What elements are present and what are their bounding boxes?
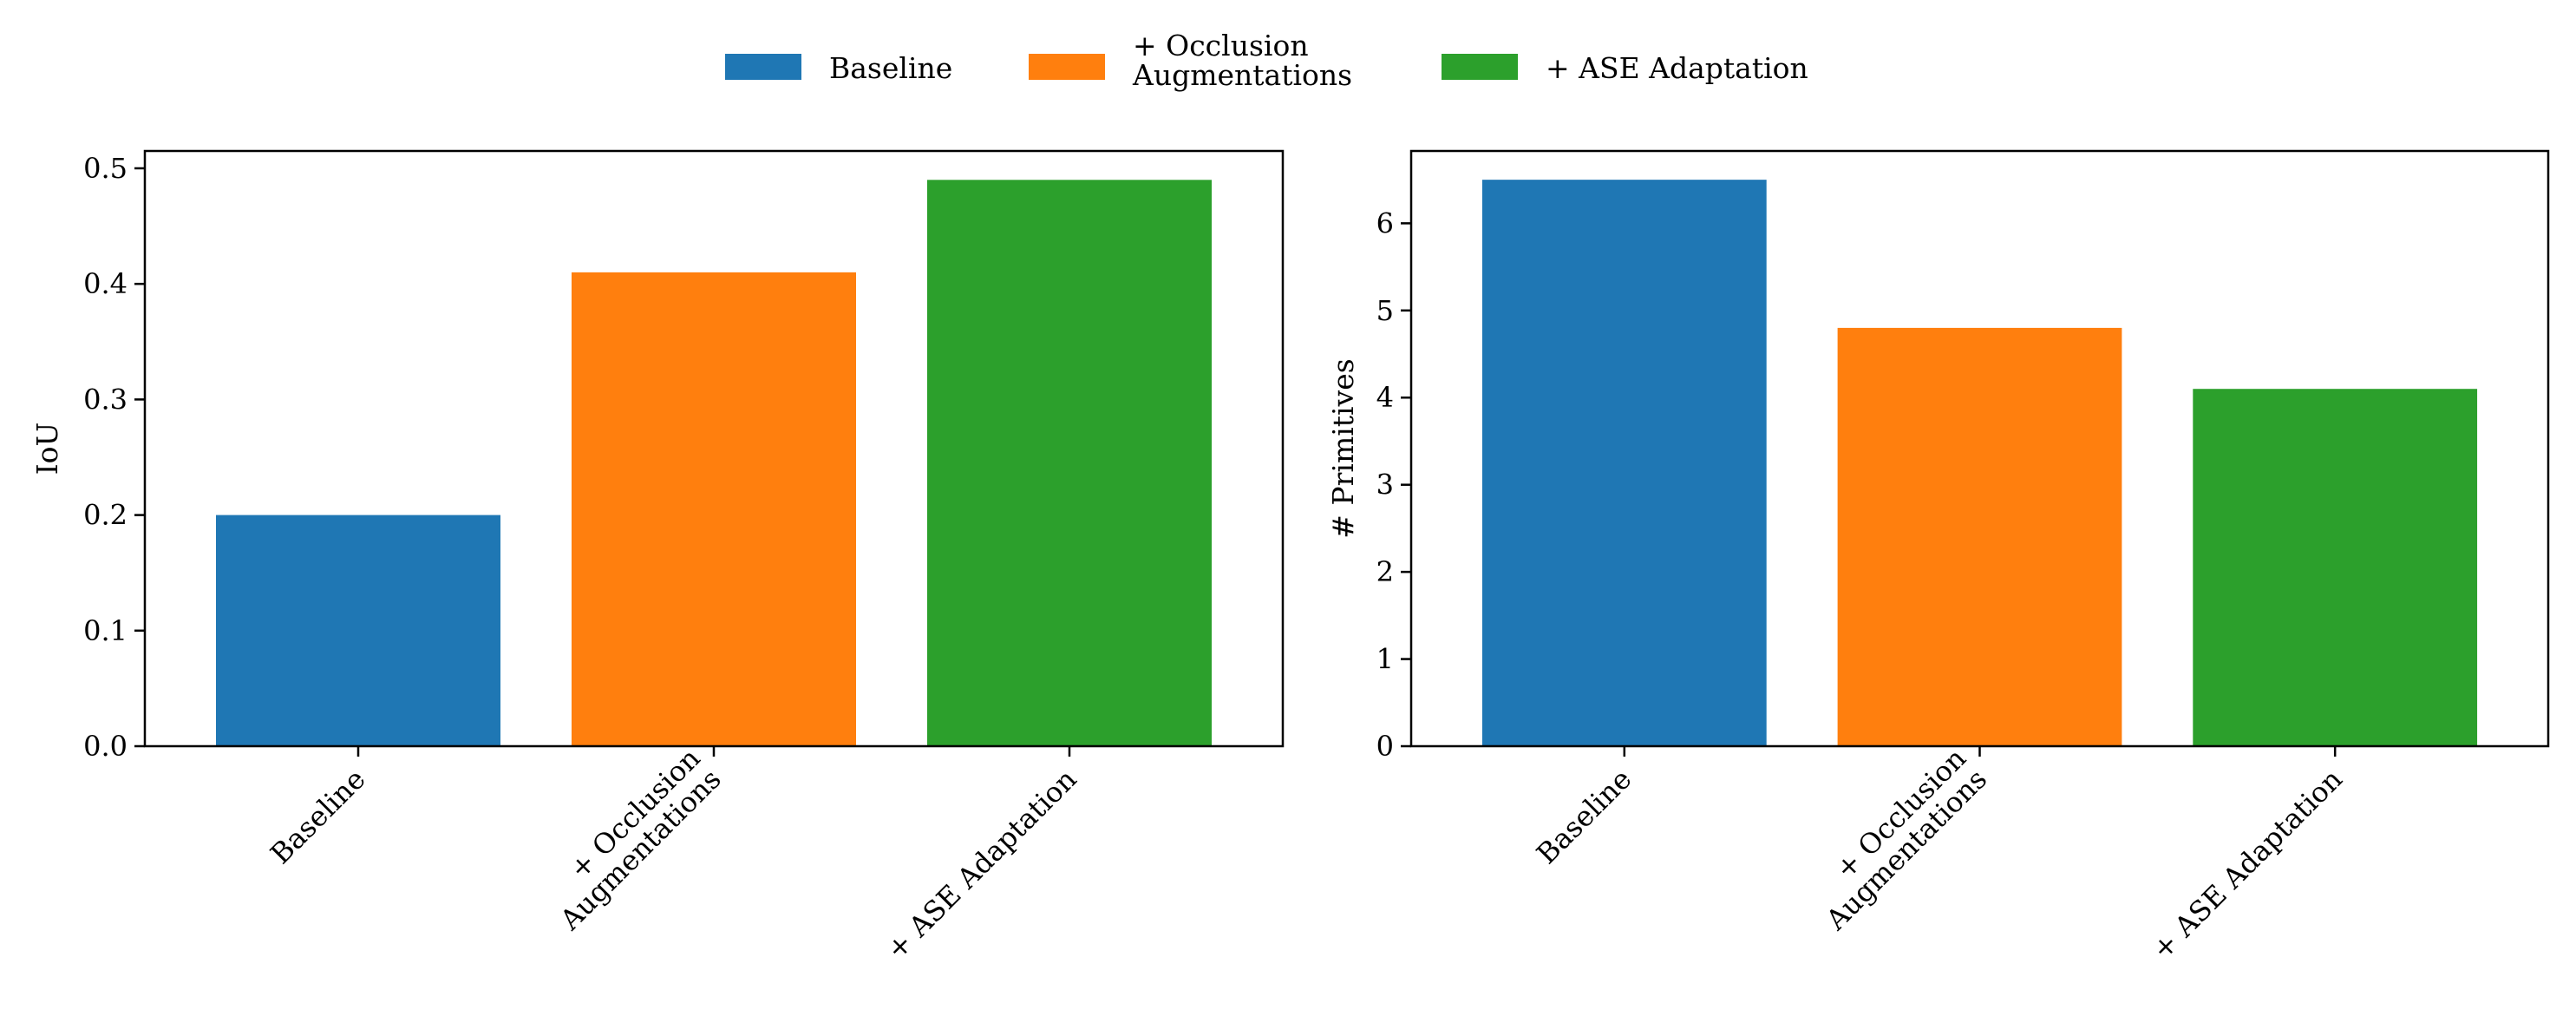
x-tick-label-line: Baseline — [264, 763, 371, 870]
legend-label: Augmentations — [1132, 58, 1352, 92]
axes-frame — [143, 149, 1285, 748]
x-tick-label: + ASE Adaptation — [879, 763, 1082, 966]
y-tick-label: 2 — [1376, 555, 1394, 588]
x-tick-label-line: Baseline — [1530, 763, 1638, 870]
y-tick-label: 0.0 — [83, 730, 127, 763]
bar-0 — [1481, 180, 1767, 746]
y-tick-label: 4 — [1376, 381, 1394, 414]
legend-label: + ASE Adaptation — [1546, 51, 1808, 85]
bar-2 — [2193, 389, 2478, 746]
x-tick-label: Baseline — [1530, 763, 1638, 870]
x-tick-label: + OcclusionAugmentations — [1798, 742, 1993, 937]
y-tick-label: 0.5 — [83, 152, 127, 185]
x-tick-label: Baseline — [264, 763, 371, 870]
primitives-chart: Baseline + OcclusionAugmentations + ASE Ad… — [1326, 149, 2550, 966]
bar-1 — [572, 272, 856, 746]
bar-2 — [927, 180, 1212, 746]
y-axis-label: # Primitives — [1326, 358, 1360, 538]
legend: Baseline + OcclusionAugmentations + ASE Ad… — [725, 29, 1808, 92]
y-tick-label: 3 — [1376, 469, 1394, 502]
y-tick-label: 0 — [1376, 730, 1394, 763]
x-tick-label-line: + ASE Adaptation — [2145, 763, 2348, 966]
y-tick-label: 6 — [1376, 207, 1394, 239]
x-tick-label: + OcclusionAugmentations — [532, 742, 727, 937]
y-tick-label: 1 — [1376, 643, 1394, 676]
bar-1 — [1837, 327, 2122, 746]
x-tick-label: + ASE Adaptation — [2145, 763, 2348, 966]
y-tick-label: 0.4 — [83, 267, 127, 300]
axes-frame — [1409, 149, 2550, 748]
y-tick-label: 0.2 — [83, 499, 127, 532]
bar-0 — [216, 515, 500, 746]
y-tick-label: 5 — [1376, 294, 1394, 327]
legend-label: + Occlusion — [1133, 29, 1309, 62]
y-tick-label: 0.1 — [83, 614, 127, 647]
legend-swatch-0 — [725, 54, 801, 80]
legend-swatch-2 — [1442, 54, 1518, 80]
legend-swatch-1 — [1029, 54, 1105, 80]
y-axis-label: IoU — [30, 423, 64, 475]
iou-chart: Baseline + OcclusionAugmentations + ASE Ad… — [30, 149, 1285, 966]
legend-label: Baseline — [829, 51, 952, 85]
y-tick-label: 0.3 — [83, 383, 127, 416]
x-tick-label-line: + ASE Adaptation — [879, 763, 1082, 966]
